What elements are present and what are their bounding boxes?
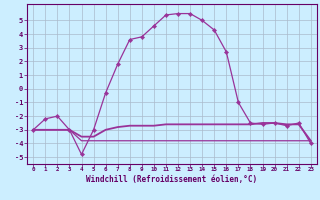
X-axis label: Windchill (Refroidissement éolien,°C): Windchill (Refroidissement éolien,°C)	[86, 175, 258, 184]
